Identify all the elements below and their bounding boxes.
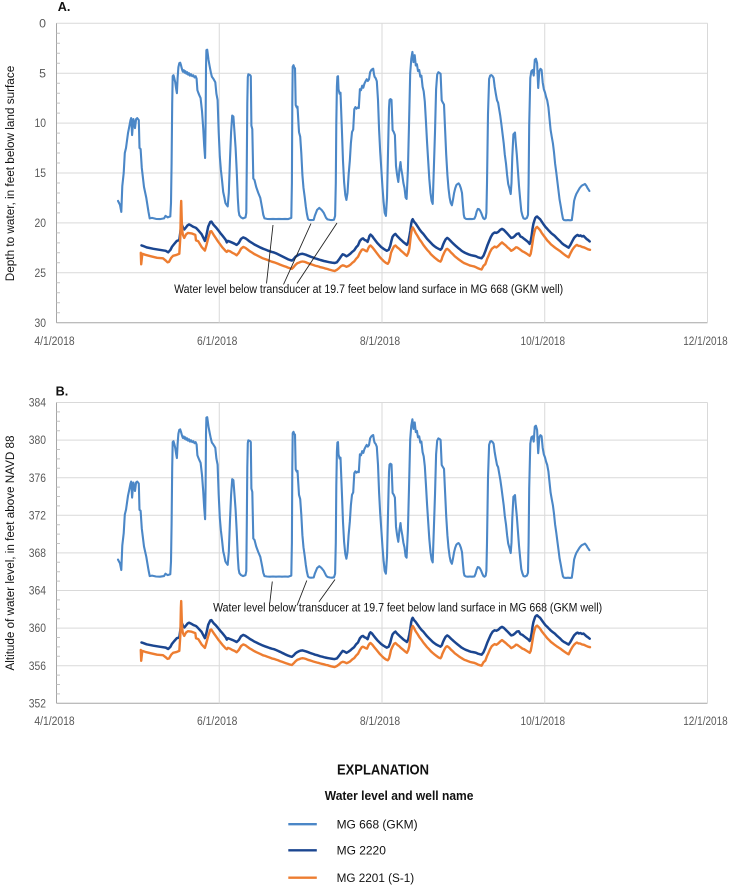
- svg-text:Water level and well name: Water level and well name: [325, 788, 474, 803]
- svg-text:372: 372: [29, 508, 46, 522]
- svg-text:0: 0: [39, 16, 46, 30]
- svg-text:20: 20: [35, 216, 47, 230]
- svg-text:15: 15: [35, 166, 47, 180]
- svg-text:MG 2201 (S-1): MG 2201 (S-1): [337, 871, 415, 885]
- svg-text:MG 668 (GKM): MG 668 (GKM): [337, 818, 418, 832]
- svg-text:30: 30: [35, 316, 47, 330]
- svg-text:4/1/2018: 4/1/2018: [34, 334, 74, 348]
- svg-text:8/1/2018: 8/1/2018: [360, 334, 400, 348]
- svg-text:368: 368: [29, 546, 46, 560]
- svg-text:376: 376: [29, 471, 46, 485]
- svg-text:Altitude of water level, in fe: Altitude of water level, in feet above N…: [3, 435, 17, 670]
- svg-text:10: 10: [35, 116, 47, 130]
- svg-text:25: 25: [35, 266, 47, 280]
- svg-text:380: 380: [29, 433, 46, 447]
- svg-text:356: 356: [29, 659, 46, 673]
- svg-text:6/1/2018: 6/1/2018: [197, 334, 237, 348]
- svg-text:12/1/2018: 12/1/2018: [683, 334, 728, 348]
- svg-text:Water level below transducer a: Water level below transducer at 19.7 fee…: [174, 282, 563, 296]
- svg-text:EXPLANATION: EXPLANATION: [337, 763, 429, 779]
- svg-text:10/1/2018: 10/1/2018: [521, 334, 566, 348]
- svg-text:Depth to water, in feet below: Depth to water, in feet below land surfa…: [3, 66, 17, 282]
- svg-text:MG 2220: MG 2220: [337, 844, 386, 858]
- svg-text:384: 384: [29, 396, 46, 410]
- svg-text:364: 364: [29, 584, 46, 598]
- svg-text:360: 360: [29, 621, 46, 635]
- svg-text:6/1/2018: 6/1/2018: [197, 714, 237, 728]
- svg-text:Water level below transducer a: Water level below transducer at 19.7 fee…: [213, 601, 602, 615]
- svg-text:4/1/2018: 4/1/2018: [34, 714, 74, 728]
- svg-text:12/1/2018: 12/1/2018: [683, 714, 728, 728]
- svg-text:5: 5: [39, 66, 46, 80]
- svg-text:10/1/2018: 10/1/2018: [521, 714, 566, 728]
- svg-text:8/1/2018: 8/1/2018: [360, 714, 400, 728]
- svg-text:352: 352: [29, 696, 46, 710]
- svg-text:A.: A.: [58, 0, 71, 14]
- svg-text:B.: B.: [56, 385, 69, 399]
